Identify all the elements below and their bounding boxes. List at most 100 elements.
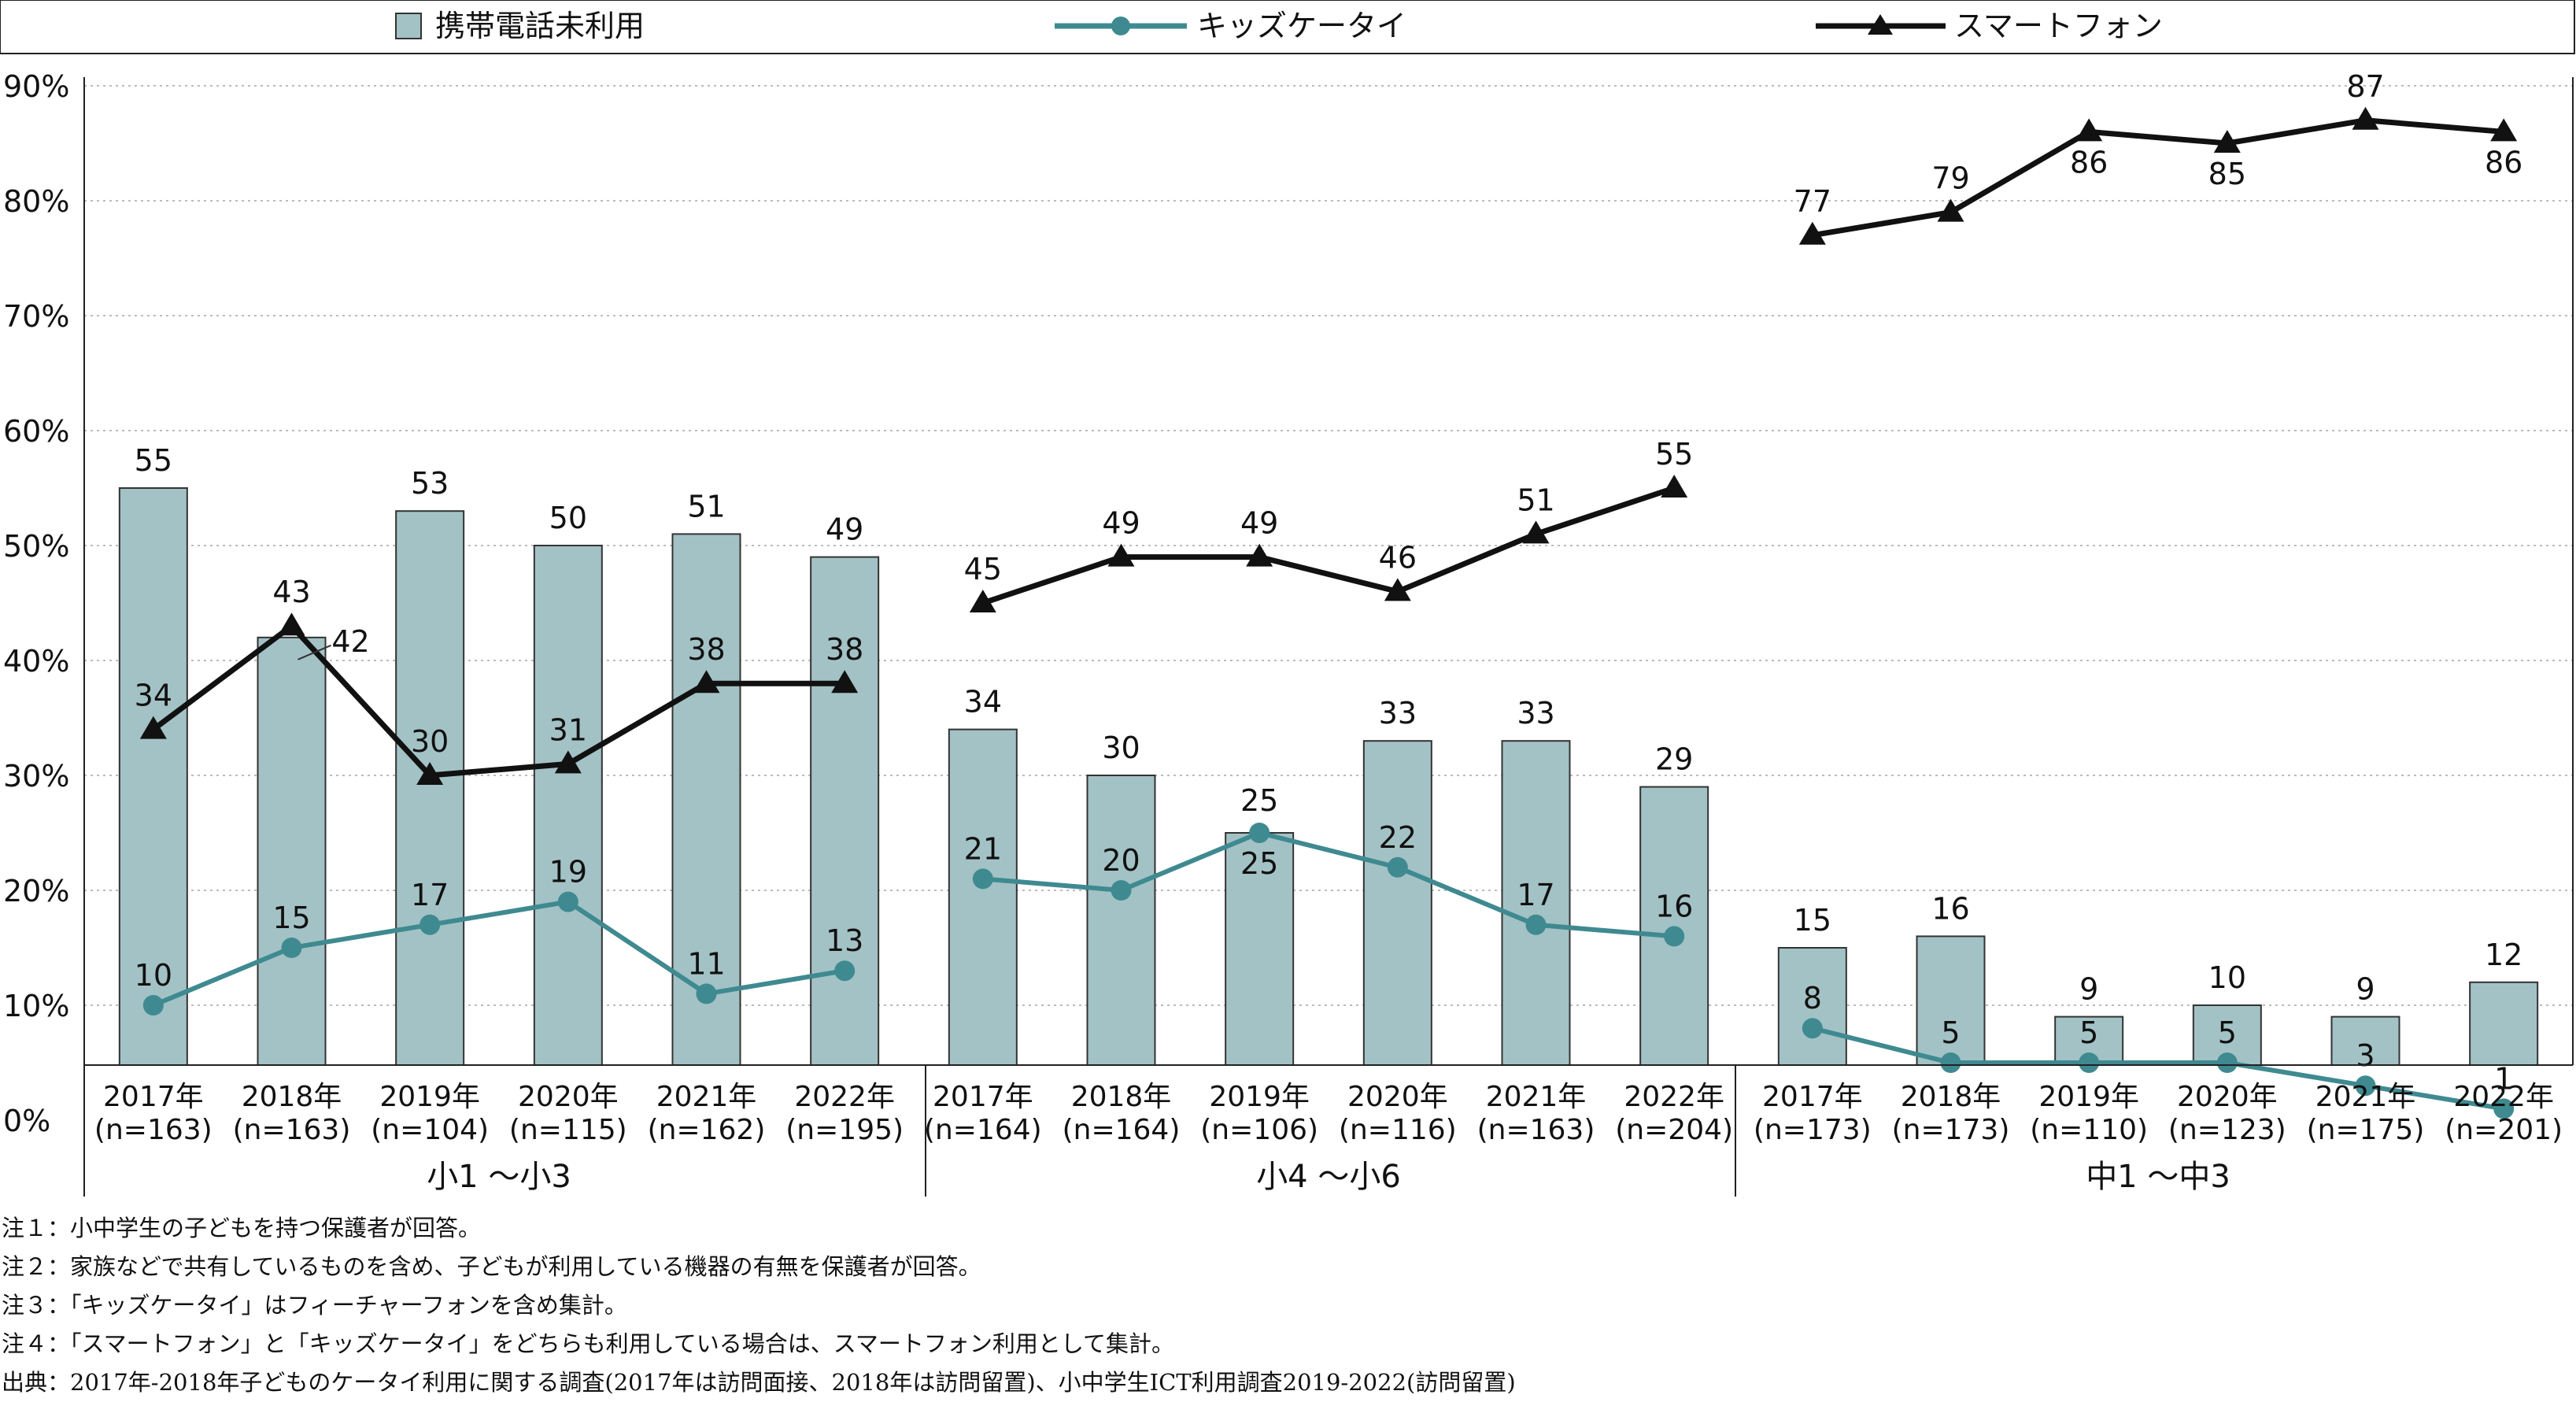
source-note: 出典：2017年-2018年子どものケータイ利用に関する調査(2017年は訪問面… [2, 1369, 1516, 1396]
legend-swatch-kids-marker [1111, 17, 1130, 35]
kids-line [1812, 1026, 2504, 1112]
kids-point [834, 960, 856, 982]
smartphone-point [1798, 221, 1826, 245]
kids-point [1940, 1052, 1961, 1073]
smartphone-value-label: 86 [2070, 145, 2108, 179]
group-label: 小4 〜小6 [1256, 1159, 1401, 1195]
smartphone-point [831, 670, 859, 694]
legend-swatch-smartphone-marker [1868, 14, 1893, 35]
bar [533, 545, 603, 1066]
kids-value-label: 5 [2079, 1015, 2098, 1050]
kids-value-label: 17 [1517, 878, 1554, 912]
kids-point [142, 995, 164, 1015]
note-3: 注３：「キッズケータイ」はフィーチャーフォンを含め集計。 [2, 1292, 627, 1319]
x-tick-year: 2017年 [933, 1081, 1033, 1113]
y-tick-label: 0% [3, 1104, 50, 1138]
bar [1501, 740, 1571, 1066]
y-tick-label: 40% [3, 644, 69, 679]
kids-point [1802, 1018, 1823, 1039]
x-tick-n: (n=173) [1892, 1114, 2010, 1146]
y-tick-label: 10% [3, 989, 69, 1023]
kids-value-label: 3 [2356, 1038, 2375, 1073]
kids-point [1387, 856, 1408, 878]
note-2: 注２：家族などで共有しているものを含め、子どもが利用している機器の有無を保護者が… [2, 1253, 981, 1280]
smartphone-value-label: 49 [1102, 506, 1140, 541]
kids-line [982, 830, 1675, 939]
kids-value-label: 10 [135, 958, 172, 993]
x-tick-year: 2019年 [379, 1081, 480, 1113]
smartphone-value-label: 77 [1794, 184, 1831, 219]
x-tick-n: (n=201) [2445, 1114, 2563, 1146]
kids-value-label: 15 [272, 901, 310, 935]
x-tick-n: (n=115) [509, 1114, 627, 1146]
smartphone-point [416, 762, 444, 785]
group-label: 小1 〜小3 [427, 1159, 571, 1195]
smartphone-value-label: 34 [135, 679, 172, 713]
smartphone-point [139, 716, 167, 739]
chart: 携帯電話未利用 キッズケータイ スマートフォン 551034421543531730… [0, 0, 2575, 1197]
smartphone-value-label: 31 [549, 712, 587, 747]
x-tick-year: 2022年 [1624, 1081, 1724, 1113]
kids-point [2216, 1052, 2238, 1073]
smartphone-value-label: 85 [2208, 157, 2246, 191]
legend: 携帯電話未利用 キッズケータイ スマートフォン [0, 0, 2575, 54]
kids-value-label: 13 [826, 923, 863, 958]
smartphone-point [1937, 198, 1964, 222]
bar-value-label: 42 [331, 624, 369, 659]
bar-value-label: 49 [826, 512, 863, 547]
kids-point [1249, 823, 1270, 843]
bar-value-label: 25 [1240, 783, 1278, 818]
kids-value-label: 8 [1803, 981, 1822, 1015]
kids-point [419, 914, 441, 935]
kids-value-label: 5 [2218, 1015, 2237, 1050]
x-tick-n: (n=104) [371, 1114, 489, 1146]
axes: 0% 10% 20% 30% 40% 50% 60% 70% 80% 90% 小1 〜小3 2017年… [3, 69, 2574, 1197]
x-tick-year: 2018年 [242, 1081, 342, 1113]
y-tick-label: 80% [3, 184, 69, 219]
kids-value-label: 16 [1655, 889, 1693, 923]
smartphone-point [278, 612, 305, 636]
bar [2192, 1004, 2262, 1066]
notes: 注１：小中学生の子どもを持つ保護者が回答。 注２：家族などで共有しているものを含… [2, 1209, 1516, 1402]
bar-value-label: 16 [1931, 891, 1969, 926]
y-tick-label: 70% [3, 299, 69, 334]
smartphone-value-label: 79 [1931, 161, 1969, 196]
bar [257, 636, 327, 1066]
kids-point [972, 868, 993, 890]
kids-point [2493, 1098, 2515, 1119]
y-tick-label: 60% [3, 414, 69, 449]
smartphone-point [2075, 118, 2103, 142]
y-tick-label: 20% [3, 874, 69, 908]
bar-value-label: 29 [1655, 742, 1693, 777]
x-tick-year: 2018年 [1071, 1081, 1172, 1113]
x-tick-year: 2020年 [518, 1081, 619, 1113]
smartphone-value-label: 51 [1517, 483, 1554, 517]
smartphone-value-label: 38 [687, 632, 725, 667]
smartphone-value-label: 49 [1240, 506, 1278, 541]
bar-value-label: 34 [964, 685, 1002, 719]
bar-value-label: 51 [687, 489, 725, 523]
legend-frame [0, 0, 2575, 54]
x-tick-year: 2022年 [2453, 1081, 2554, 1113]
kids-value-label: 19 [549, 855, 587, 890]
bar-value-label: 33 [1517, 696, 1554, 731]
legend-label-nonuse: 携帯電話未利用 [435, 9, 645, 43]
kids-value-label: 21 [964, 831, 1002, 866]
bar [2469, 981, 2539, 1067]
smartphone-value-label: 30 [411, 724, 449, 759]
smartphone-value-label: 87 [2346, 69, 2384, 104]
label-leader-line [298, 644, 331, 660]
bar [1362, 740, 1432, 1066]
bar-value-label: 30 [1102, 731, 1140, 765]
bar-value-label: 53 [411, 466, 449, 501]
x-tick-year: 2020年 [2177, 1081, 2278, 1113]
bar-value-label: 55 [135, 443, 172, 478]
x-tick-n: (n=195) [785, 1114, 904, 1146]
bar-value-label: 12 [2485, 938, 2522, 972]
kids-value-label: 11 [687, 946, 725, 981]
y-tick-label: 30% [3, 759, 69, 793]
lines-layer [139, 106, 2518, 1119]
labels-layer: 5510344215435317305019315111384913383421… [135, 69, 2523, 1097]
smartphone-value-label: 86 [2485, 145, 2522, 179]
kids-value-label: 20 [1102, 843, 1140, 878]
